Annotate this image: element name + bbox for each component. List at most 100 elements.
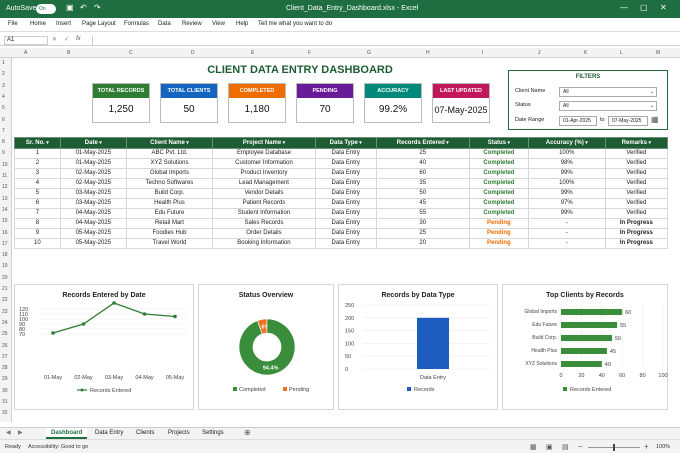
filter-dropdown-icon[interactable]: ▾ (506, 140, 510, 146)
filter-dropdown-icon[interactable]: ▾ (97, 140, 102, 146)
table-cell[interactable]: Student Information (212, 208, 316, 219)
table-cell[interactable]: Build Corp. (125, 188, 214, 199)
table-cell[interactable]: Verified (604, 148, 669, 159)
menu-file[interactable]: File (8, 21, 18, 27)
add-sheet-icon[interactable]: ⊕ (244, 428, 251, 437)
row-header[interactable]: 17 (2, 240, 8, 247)
table-cell[interactable]: 30 (375, 218, 470, 229)
row-header[interactable]: 8 (2, 139, 5, 146)
table-cell[interactable]: Retail Mart (125, 218, 214, 229)
table-cell[interactable]: Data Entry (314, 238, 377, 249)
table-cell[interactable]: 45 (375, 198, 470, 209)
table-header-cell[interactable]: Status ▾ (468, 137, 529, 149)
table-cell[interactable]: 5 (14, 188, 61, 199)
status-filter-select[interactable]: All ⌄ (559, 101, 657, 111)
table-cell[interactable]: 01-May-2025 (59, 148, 127, 159)
table-header-cell[interactable]: Date ▾ (59, 137, 127, 149)
row-header[interactable]: 32 (2, 410, 8, 417)
column-header[interactable]: M (656, 50, 661, 56)
prev-sheet-icon[interactable]: ◀ (6, 430, 11, 436)
table-cell[interactable]: Verified (604, 158, 669, 169)
table-cell[interactable]: Completed (468, 208, 529, 219)
autosave-toggle[interactable]: On (36, 4, 56, 14)
filter-dropdown-icon[interactable]: ▾ (44, 140, 49, 146)
table-cell[interactable]: Data Entry (314, 198, 377, 209)
row-header[interactable]: 18 (2, 252, 8, 259)
table-cell[interactable]: Data Entry (314, 208, 377, 219)
table-cell[interactable]: Verified (604, 188, 669, 199)
table-header-cell[interactable]: Project Name ▾ (212, 137, 316, 149)
sheet-tab-clients[interactable]: Clients (136, 430, 155, 436)
table-cell[interactable]: Techno Softwares (125, 178, 214, 189)
row-header[interactable]: 21 (2, 286, 8, 292)
column-header[interactable]: D (191, 50, 195, 56)
table-cell[interactable]: 25 (375, 148, 470, 159)
table-cell[interactable]: Verified (604, 198, 669, 209)
zoom-in-icon[interactable]: + (644, 442, 649, 451)
table-cell[interactable]: Customer Information (212, 158, 316, 169)
row-header[interactable]: 26 (2, 342, 8, 349)
zoom-out-icon[interactable]: − (578, 442, 583, 451)
row-header[interactable]: 10 (2, 161, 8, 168)
menu-formulas[interactable]: Formulas (124, 21, 150, 27)
row-header[interactable]: 14 (2, 206, 8, 213)
column-header[interactable]: A (24, 50, 28, 56)
row-header[interactable]: 11 (2, 173, 8, 179)
row-header[interactable]: 2 (2, 71, 5, 78)
table-cell[interactable]: 35 (375, 178, 470, 189)
table-cell[interactable]: Employee Database (212, 148, 316, 159)
table-cell[interactable]: In Progress (604, 238, 669, 249)
table-header-cell[interactable]: Remarks ▾ (604, 137, 669, 149)
table-cell[interactable]: Completed (468, 168, 529, 179)
redo-icon[interactable]: ↷ (94, 3, 101, 12)
table-cell[interactable]: 20 (375, 238, 470, 249)
table-cell[interactable]: XYZ Solutions (125, 158, 214, 169)
filter-dropdown-icon[interactable]: ▾ (583, 140, 588, 146)
client-filter-select[interactable]: All ⌄ (559, 87, 657, 97)
table-cell[interactable]: Foodies Hub (125, 228, 214, 239)
table-cell[interactable]: Completed (468, 178, 529, 189)
table-cell[interactable]: 25 (375, 228, 470, 239)
table-cell[interactable]: Pending (468, 228, 529, 239)
row-header[interactable]: 4 (2, 93, 5, 100)
table-cell[interactable]: 98% (527, 158, 606, 169)
row-header[interactable]: 27 (2, 353, 8, 360)
row-header[interactable]: 30 (2, 387, 8, 394)
table-cell[interactable]: Edu Future (125, 208, 214, 219)
row-header[interactable]: 29 (2, 376, 8, 383)
table-cell[interactable]: Product Inventory (212, 168, 316, 179)
row-header[interactable]: 7 (2, 127, 5, 134)
table-cell[interactable]: Sales Records (212, 218, 316, 229)
date-from-input[interactable]: 01-Apr-2025 (559, 116, 597, 126)
page-layout-icon[interactable]: ▣ (546, 444, 553, 451)
table-cell[interactable]: 05-May-2025 (59, 238, 127, 249)
worksheet-grid[interactable]: CLIENT DATA ENTRY DASHBOARD TOTAL RECORD… (12, 58, 680, 422)
column-header[interactable]: L (620, 50, 623, 56)
table-cell[interactable]: Booking Information (212, 238, 316, 249)
table-cell[interactable]: 1 (14, 148, 61, 159)
save-icon[interactable]: ▣ (66, 3, 74, 12)
row-header[interactable]: 5 (2, 105, 5, 112)
column-header[interactable]: K (584, 50, 588, 56)
sheet-tab-dashboard[interactable]: Dashboard (46, 428, 88, 439)
table-cell[interactable]: 97% (527, 198, 606, 209)
table-cell[interactable]: Data Entry (314, 158, 377, 169)
table-header-cell[interactable]: Client Name ▾ (125, 137, 214, 149)
table-cell[interactable]: 99% (527, 188, 606, 199)
table-cell[interactable]: 55 (375, 208, 470, 219)
table-cell[interactable]: 10 (14, 238, 61, 249)
table-cell[interactable]: 100% (527, 178, 606, 189)
sheet-tab-settings[interactable]: Settings (202, 430, 224, 436)
row-header[interactable]: 15 (2, 218, 8, 225)
column-header[interactable]: J (538, 50, 541, 56)
row-header[interactable]: 3 (2, 82, 5, 89)
table-cell[interactable]: 03-May-2025 (59, 188, 127, 199)
table-cell[interactable]: Completed (468, 158, 529, 169)
table-cell[interactable]: - (527, 238, 606, 249)
normal-view-icon[interactable]: ▦ (530, 444, 537, 451)
table-cell[interactable]: 6 (14, 198, 61, 209)
next-sheet-icon[interactable]: ▶ (18, 430, 23, 436)
table-cell[interactable]: Completed (468, 148, 529, 159)
table-cell[interactable]: Travel World (125, 238, 214, 249)
undo-icon[interactable]: ↶ (80, 3, 87, 12)
